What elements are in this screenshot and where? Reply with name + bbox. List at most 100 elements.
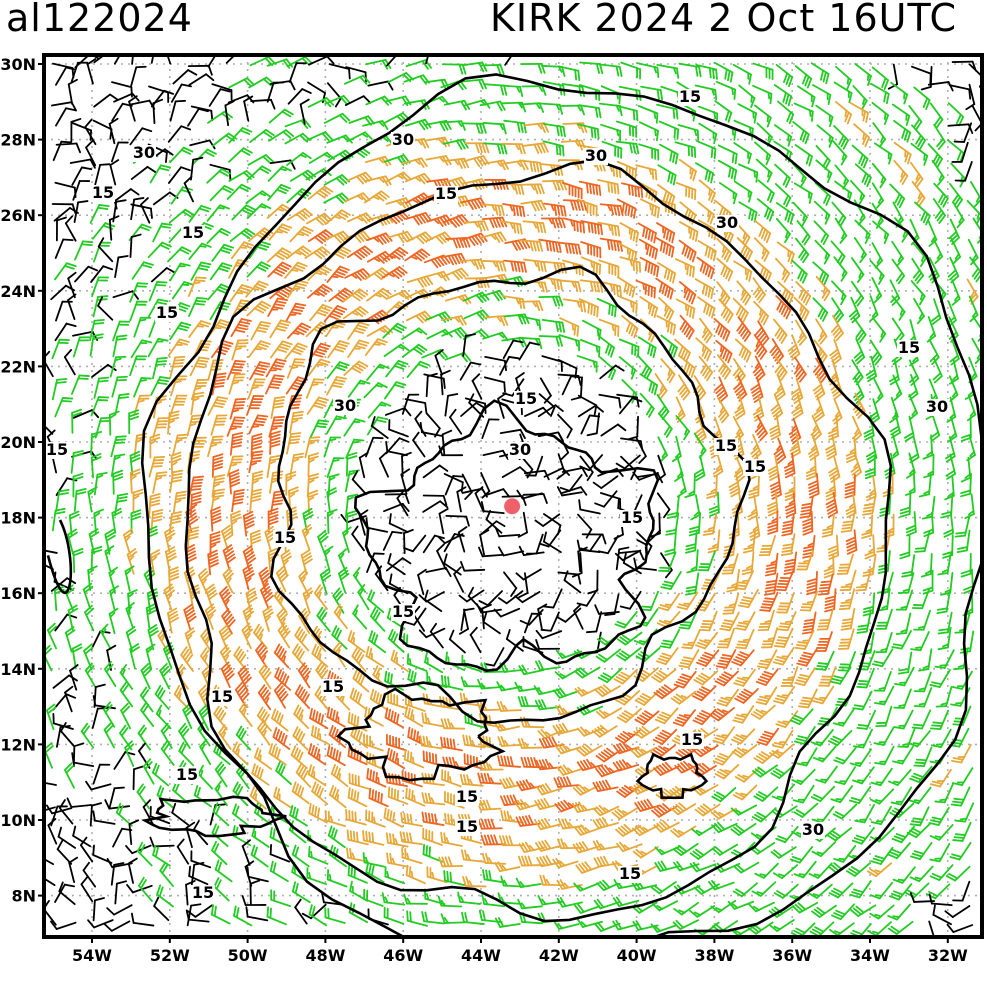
wind-barb: [834, 100, 853, 125]
wind-barb: [775, 825, 799, 844]
wind-barb: [791, 901, 819, 914]
wind-barb: [289, 410, 304, 434]
wind-barb: [479, 100, 506, 112]
wind-barb: [773, 685, 796, 705]
wind-barb: [185, 909, 210, 923]
wind-barb: [241, 839, 251, 866]
wind-barb: [384, 381, 407, 400]
lon-tick-label: 52W: [150, 946, 190, 965]
wind-barb: [347, 630, 366, 653]
wind-barb: [324, 907, 346, 924]
wind-barb: [226, 455, 244, 477]
wind-barb: [130, 197, 145, 221]
wind-barb: [326, 706, 346, 728]
wind-barb: [326, 487, 338, 513]
wind-barb: [333, 603, 348, 630]
wind-barb: [794, 726, 816, 745]
wind-barb: [814, 239, 831, 265]
wind-barb: [736, 280, 752, 306]
wind-barb: [109, 159, 120, 186]
wind-barb: [594, 921, 621, 932]
wind-barb: [108, 786, 125, 809]
wind-barb: [967, 238, 979, 266]
wind-barb: [714, 763, 740, 780]
contour-label: 30: [392, 130, 414, 149]
wind-barb: [889, 183, 906, 209]
wind-barb: [737, 103, 758, 124]
wind-barb: [558, 334, 581, 352]
contour-label-bg: [680, 732, 704, 749]
wind-barb: [769, 743, 795, 759]
wind-barb: [211, 453, 224, 478]
wind-barb: [422, 534, 445, 554]
wind-barb: [748, 901, 775, 913]
wind-barb: [464, 142, 490, 154]
wind-barb: [246, 395, 265, 416]
contour-label: 15: [274, 528, 296, 547]
wind-barb: [699, 610, 718, 632]
wind-barb: [497, 736, 523, 747]
wind-barb: [499, 220, 523, 235]
wind-barb: [352, 566, 367, 593]
wind-barb: [461, 911, 485, 925]
wind-barb: [169, 262, 191, 282]
wind-barb: [721, 553, 739, 575]
wind-barb: [794, 319, 807, 346]
wind-barb: [124, 740, 135, 767]
wind-barb: [308, 904, 328, 927]
wind-barb: [553, 920, 580, 930]
wind-barb: [268, 108, 294, 124]
wind-barb: [403, 534, 427, 553]
wind-barb: [50, 920, 77, 930]
wind-barb: [679, 281, 697, 305]
wind-barb: [210, 488, 226, 512]
wind-barb: [559, 104, 585, 116]
wind-barb: [211, 83, 233, 101]
wind-barb: [792, 201, 808, 227]
wind-barb: [343, 74, 371, 85]
wind-barb: [363, 382, 388, 399]
wind-barb: [327, 340, 350, 359]
wind-barb: [44, 877, 56, 887]
wind-barb: [477, 818, 503, 830]
wind-barb: [848, 785, 872, 805]
lat-tick-label: 24N: [0, 282, 36, 301]
wind-barb: [908, 393, 918, 421]
wind-barb: [872, 122, 887, 148]
wind-barb: [693, 375, 707, 402]
wind-barb: [246, 165, 272, 181]
wind-barb: [862, 553, 877, 577]
wind-barb: [71, 752, 95, 768]
wind-barb: [559, 317, 580, 337]
wind-barb: [185, 880, 196, 906]
wind-barb: [438, 508, 449, 535]
wind-barb: [752, 84, 773, 105]
wind-barb: [807, 472, 820, 499]
wind-barb: [787, 334, 801, 361]
wind-barb: [349, 687, 368, 711]
wind-barb: [284, 261, 308, 279]
wind-barb: [347, 321, 370, 340]
lat-tick-label: 8N: [11, 887, 36, 906]
wind-barb: [168, 510, 183, 535]
wind-barb: [130, 165, 157, 180]
wind-barb: [156, 884, 174, 908]
wind-barb: [346, 829, 369, 846]
wind-barb: [809, 921, 835, 937]
wind-barb: [675, 415, 690, 441]
wind-barb: [714, 100, 733, 123]
wind-barb: [521, 85, 547, 96]
wind-barb: [384, 407, 412, 417]
wind-barb: [856, 611, 872, 634]
wind-barb: [93, 93, 119, 108]
wind-barb: [852, 690, 873, 711]
wind-barb: [717, 144, 738, 165]
wind-barb: [769, 414, 781, 441]
wind-barb: [482, 869, 506, 884]
wind-barb: [519, 159, 543, 173]
wind-barb: [142, 758, 155, 785]
wind-barb: [861, 514, 874, 539]
wind-barb: [812, 685, 835, 705]
wind-barb: [950, 786, 971, 807]
wind-barb: [54, 238, 74, 259]
